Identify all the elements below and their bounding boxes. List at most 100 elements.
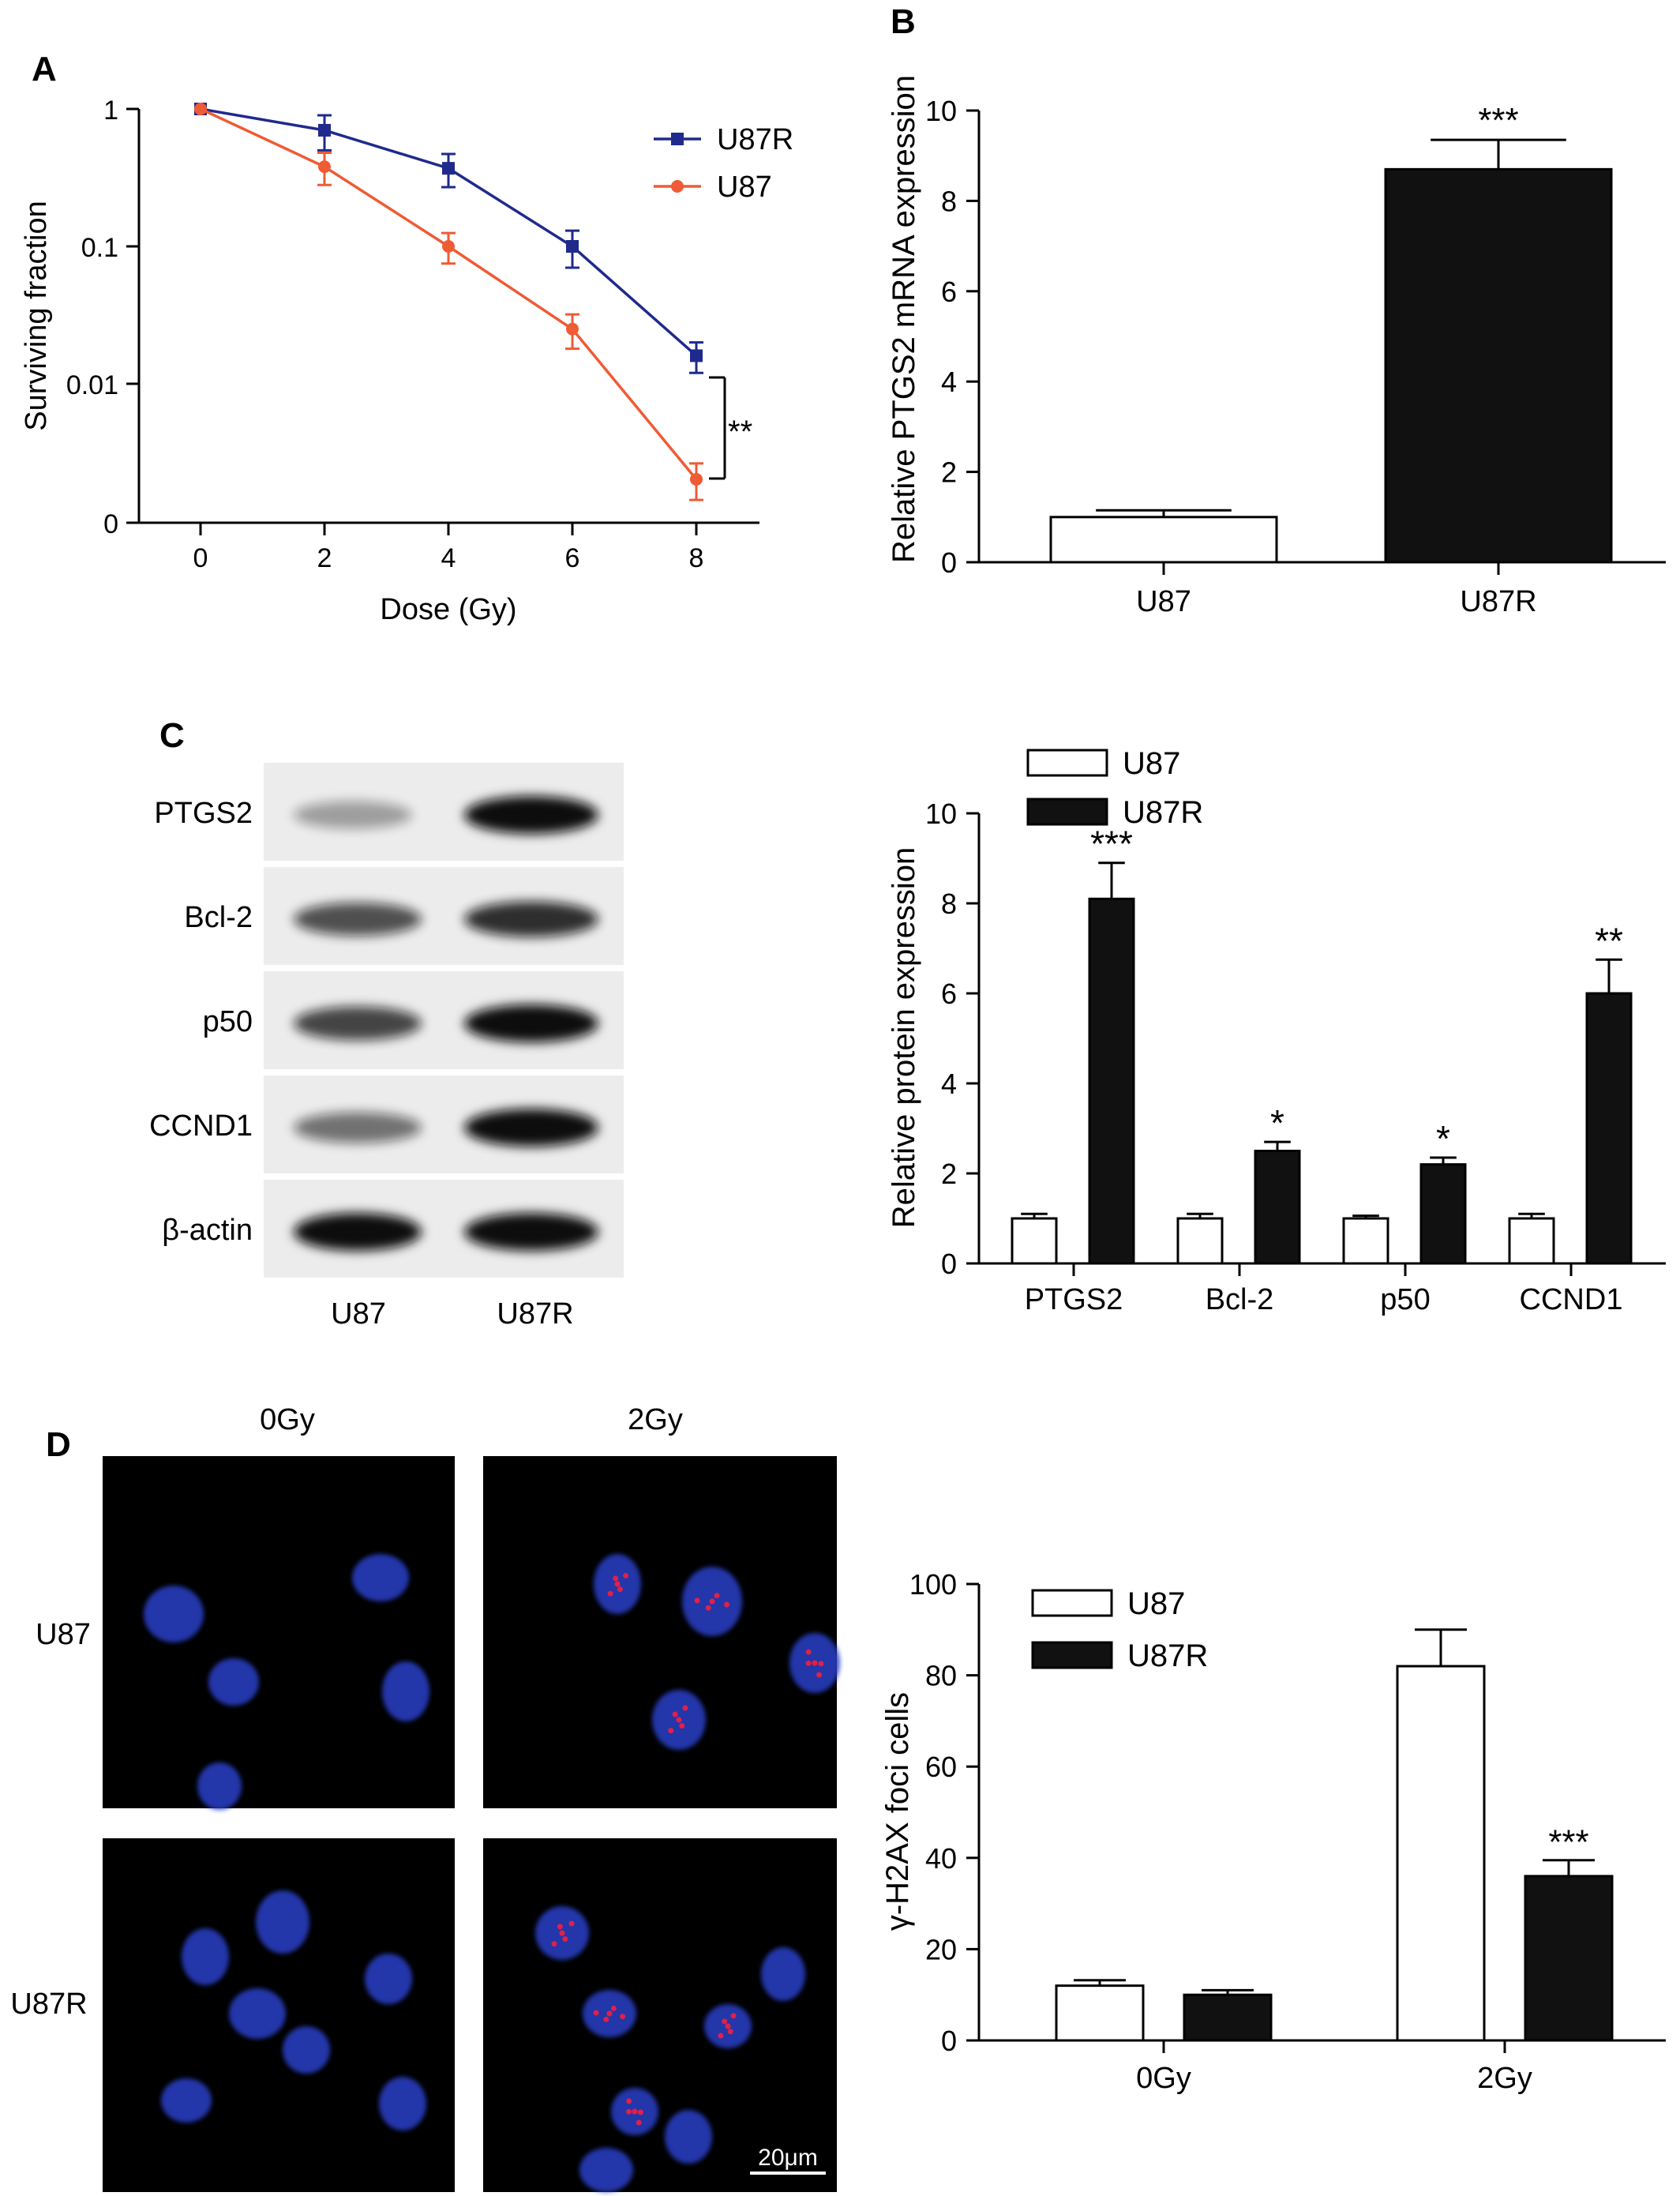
b-x-tick-label: U87R [1460, 585, 1536, 618]
protein-expression-chart: Relative protein expression 0 2 4 6 8 10 PTGS… [887, 746, 1666, 1316]
foci-dot [568, 1920, 575, 1927]
d-significance: *** [1548, 1823, 1588, 1862]
blot-band [294, 903, 422, 936]
d-bar-2gy-u87-error-bar [1415, 1628, 1467, 1667]
a-point-u87r [442, 162, 455, 175]
blot-band [464, 1109, 598, 1147]
c-legend-swatch [1026, 749, 1108, 777]
nucleus [352, 1554, 409, 1601]
foci-dot [626, 2098, 632, 2104]
a-point-u87 [318, 160, 331, 174]
nucleus [161, 2078, 212, 2123]
foci-dot [623, 1572, 629, 1578]
foci-dot [709, 1598, 715, 1605]
b-y-tick-label: 0 [941, 546, 957, 579]
foci-dot [672, 1711, 678, 1717]
c-legend-label: U87 [1123, 746, 1180, 781]
a-point-u87 [690, 472, 703, 486]
c-y-tick-label: 0 [941, 1248, 957, 1280]
foci-dot [805, 1649, 812, 1655]
foci-dot [607, 1590, 613, 1597]
foci-dot [727, 2029, 733, 2035]
c-bar-ccnd1-u87r-error-bar [1596, 958, 1622, 993]
a-x-tick-label: 0 [193, 543, 208, 573]
b-y-axis-label: Relative PTGS2 mRNA expression [887, 75, 921, 563]
foci-dot [603, 2016, 609, 2022]
a-y-tick-label: 1 [103, 96, 118, 126]
c-significance: ** [1595, 920, 1623, 961]
nucleus [761, 1947, 805, 2001]
c-x-tick-label: p50 [1380, 1283, 1430, 1316]
panel-label-c: C [159, 716, 185, 755]
a-x-tick-label: 2 [317, 543, 332, 573]
a-legend-marker [671, 133, 684, 145]
a-point-u87r [566, 240, 579, 253]
a-y-tick-label: 0.1 [81, 233, 118, 263]
b-bar-u87 [1049, 516, 1278, 564]
d-legend-swatch [1031, 1641, 1113, 1669]
micro-col-2gy: 2Gy [628, 1403, 683, 1436]
b-y-tick-label: 10 [925, 95, 957, 127]
c-significance: * [1270, 1102, 1284, 1143]
foci-dot [724, 1601, 730, 1608]
scale-bar-label: 20μm [758, 2145, 818, 2171]
d-y-tick-label: 100 [909, 1568, 957, 1601]
nucleus [382, 1661, 429, 1721]
c-bar-ptgs2-u87r-error-bar [1098, 862, 1125, 899]
blot-row-label: CCND1 [149, 1109, 253, 1143]
a-point-u87r [690, 349, 703, 362]
a-x-tick-label: 4 [441, 543, 456, 573]
foci-dot [562, 1936, 568, 1943]
foci-dot [593, 2010, 599, 2016]
c-y-axis-label: Relative protein expression [887, 847, 921, 1228]
foci-dot [613, 1575, 619, 1582]
foci-dot [705, 1605, 711, 1611]
foci-dot [676, 1717, 682, 1723]
c-y-tick-label: 2 [941, 1158, 957, 1190]
foci-dot [620, 2014, 626, 2020]
a-x-axis-label: Dose (Gy) [380, 593, 516, 626]
blot-band [294, 1213, 422, 1251]
d-legend-swatch [1031, 1589, 1113, 1617]
b-y-tick-label: 8 [941, 185, 957, 217]
c-x-tick-label: CCND1 [1520, 1283, 1623, 1316]
d-y-tick-label: 20 [925, 1933, 957, 1965]
c-bar-ccnd1-u87r [1585, 992, 1633, 1265]
microscopy-grid: 0Gy 2Gy U87 U87R 20μm [10, 1403, 840, 2192]
panel-label-b: B [891, 2, 916, 41]
micro-row-u87r: U87R [10, 1988, 87, 2021]
c-y-tick-label: 6 [941, 978, 957, 1010]
h2ax-foci-chart: γ-H2AX foci cells 0 20 40 60 80 100 0Gy 2Gy ***… [880, 1568, 1666, 2095]
a-y-tick-label: 0 [103, 509, 118, 539]
foci-dot [668, 1728, 674, 1734]
d-bar-0gy-u87r [1183, 1993, 1273, 2042]
blot-band [294, 1112, 422, 1143]
foci-dot [610, 2005, 617, 2011]
a-point-u87r [318, 123, 331, 137]
blot-row-label: β-actin [162, 1214, 253, 1247]
blot-band [464, 796, 598, 834]
foci-dot [632, 2108, 638, 2115]
blot-band [294, 801, 412, 829]
foci-dot [722, 2018, 728, 2025]
d-legend-label: U87R [1127, 1639, 1208, 1673]
d-y-tick-label: 60 [925, 1751, 957, 1783]
panel-label-d: D [46, 1425, 71, 1464]
c-significance: * [1436, 1118, 1450, 1159]
nucleus [579, 2148, 633, 2192]
foci-dot [637, 2109, 643, 2115]
a-legend-label: U87R [717, 123, 793, 156]
foci-dot [551, 1941, 557, 1947]
foci-dot [812, 1660, 818, 1666]
d-y-axis-label: γ-H2AX foci cells [880, 1692, 915, 1931]
c-legend-swatch [1026, 798, 1108, 826]
b-bar-u87r [1384, 167, 1613, 564]
b-y-tick-label: 6 [941, 276, 957, 308]
nucleus [283, 2026, 330, 2074]
nucleus [197, 1762, 242, 1810]
d-y-tick-label: 80 [925, 1660, 957, 1692]
blot-band [464, 1004, 598, 1042]
nucleus [365, 1954, 412, 2004]
c-x-tick-label: PTGS2 [1025, 1283, 1123, 1316]
nucleus [229, 1988, 286, 2039]
